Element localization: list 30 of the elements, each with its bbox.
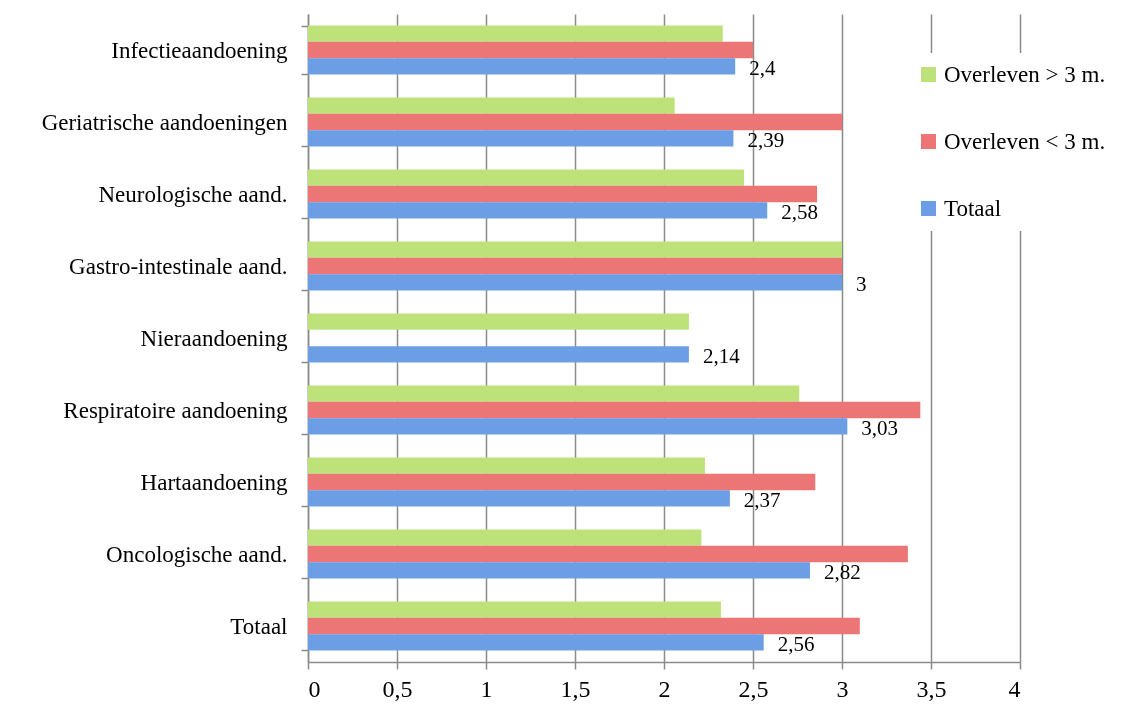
data-label: 3,03 [861, 416, 899, 441]
y-tick-label: Hartaandoening [140, 469, 288, 495]
data-label: 2,4 [749, 56, 776, 81]
y-tick-label: Oncologische aand. [106, 541, 288, 567]
x-tick-label: 1,5 [560, 675, 591, 702]
data-label: 2,37 [743, 488, 781, 513]
y-tick-label: Totaal [230, 613, 288, 639]
x-tick-label: 2,5 [738, 675, 769, 702]
legend-label: Overleven > 3 m. [944, 61, 1106, 87]
y-tick-label: Nieraandoening [140, 325, 288, 351]
x-tick-label: 0,5 [382, 675, 413, 702]
x-tick-label: 4 [1008, 675, 1021, 702]
data-label: 2,58 [781, 200, 818, 225]
data-label: 2,39 [747, 128, 785, 153]
x-tick-label: 3,5 [916, 675, 947, 702]
y-tick-label: Gastro-intestinale aand. [69, 253, 288, 279]
x-tick-label: 0 [308, 675, 321, 702]
legend-label: Overleven < 3 m. [944, 128, 1106, 154]
y-tick-label: Infectieaandoening [111, 37, 288, 63]
data-label: 3 [856, 272, 867, 297]
y-tick-label: Neurologische aand. [98, 181, 288, 207]
x-tick-label: 2 [658, 675, 671, 702]
y-tick-label: Geriatrische aandoeningen [41, 109, 288, 135]
data-label: 2,14 [702, 344, 741, 369]
legend-label: Totaal [944, 195, 1002, 221]
data-label: 2,56 [777, 632, 815, 657]
data-label: 2,82 [823, 560, 861, 585]
y-tick-label: Respiratoire aandoening [63, 397, 288, 423]
x-tick-label: 1 [480, 675, 493, 702]
x-tick-label: 3 [836, 675, 849, 702]
